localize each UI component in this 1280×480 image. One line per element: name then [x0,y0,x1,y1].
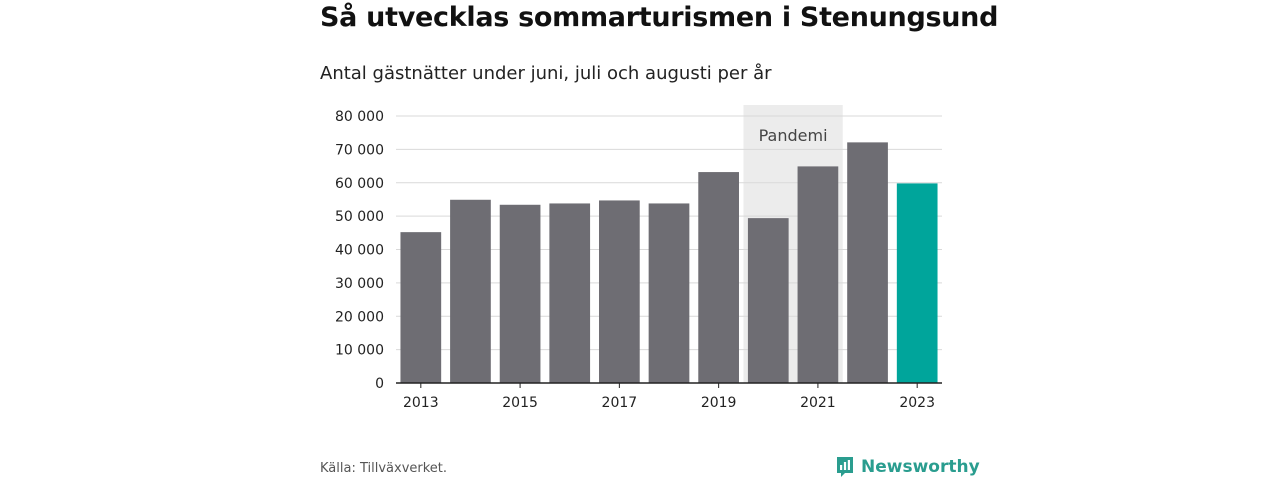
bar-2013 [400,232,442,383]
brand-logo: Newsworthy [835,455,980,479]
y-tick-label: 70 000 [335,142,384,158]
pandemic-label: Pandemi [759,126,828,145]
y-tick-label: 80 000 [335,109,384,125]
y-tick-label: 20 000 [335,309,384,325]
bar-2018 [648,203,690,383]
bar-2016 [549,203,591,383]
x-tick-label: 2013 [403,395,439,411]
x-tick-label: 2021 [800,395,836,411]
bar-chart: Pandemi 0 10 000 20 000 30 000 40 000 50 000 60… [335,105,942,411]
x-tick-label: 2017 [602,395,638,411]
y-tick-label: 40 000 [335,243,384,259]
chart-subtitle: Antal gästnätter under juni, juli och au… [320,63,772,84]
x-tick-label: 2015 [502,395,538,411]
source-note: Källa: Tillväxverket. [320,461,448,476]
bar-2022 [847,142,888,383]
bar-2019 [698,172,739,383]
y-tick-label: 0 [375,376,384,392]
bar-2015 [499,204,541,383]
chart-title: Så utvecklas sommarturismen i Stenungsun… [320,2,999,33]
x-tick-label: 2023 [899,395,935,411]
x-tick-label: 2019 [701,395,737,411]
bar-2014 [450,199,491,383]
y-tick-label: 30 000 [335,276,384,292]
y-tick-label: 50 000 [335,209,384,225]
newsworthy-logo-icon [837,457,853,477]
y-tick-label: 10 000 [335,343,384,359]
bar-2020 [747,218,789,383]
bar-2017 [599,200,640,383]
brand-name: Newsworthy [861,457,980,477]
bar-2021 [797,166,839,383]
y-tick-label: 60 000 [335,176,384,192]
bar-2023 [896,183,938,383]
